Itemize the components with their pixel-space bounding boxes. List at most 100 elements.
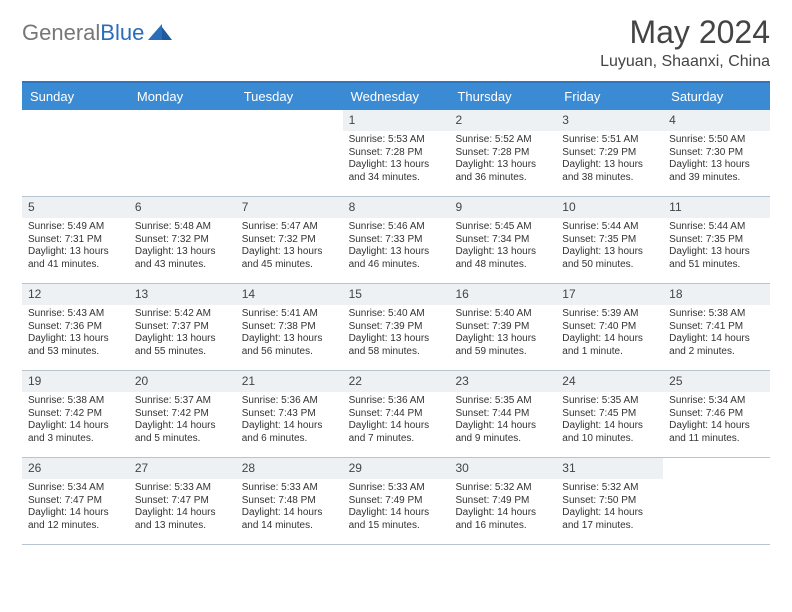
day-cell: 3Sunrise: 5:51 AMSunset: 7:29 PMDaylight… (556, 110, 663, 196)
day-cell: 10Sunrise: 5:44 AMSunset: 7:35 PMDayligh… (556, 197, 663, 283)
sunrise-text: Sunrise: 5:36 AM (242, 395, 337, 408)
sunset-text: Sunset: 7:50 PM (562, 495, 657, 508)
day-cell: 11Sunrise: 5:44 AMSunset: 7:35 PMDayligh… (663, 197, 770, 283)
sunset-text: Sunset: 7:30 PM (669, 147, 764, 160)
day-number: 29 (343, 458, 450, 479)
weekday-label: Sunday (22, 83, 129, 110)
day-number: 21 (236, 371, 343, 392)
day-number: 10 (556, 197, 663, 218)
week-row: 5Sunrise: 5:49 AMSunset: 7:31 PMDaylight… (22, 197, 770, 284)
sunset-text: Sunset: 7:42 PM (135, 408, 230, 421)
day-body: Sunrise: 5:36 AMSunset: 7:43 PMDaylight:… (236, 392, 343, 451)
daylight-text: Daylight: 14 hours and 9 minutes. (455, 420, 550, 445)
daylight-text: Daylight: 13 hours and 46 minutes. (349, 246, 444, 271)
day-number: 19 (22, 371, 129, 392)
day-body: Sunrise: 5:42 AMSunset: 7:37 PMDaylight:… (129, 305, 236, 364)
day-body: Sunrise: 5:43 AMSunset: 7:36 PMDaylight:… (22, 305, 129, 364)
daylight-text: Daylight: 14 hours and 16 minutes. (455, 507, 550, 532)
logo-text-2: Blue (100, 20, 144, 46)
sunset-text: Sunset: 7:44 PM (455, 408, 550, 421)
day-number: 14 (236, 284, 343, 305)
day-body: Sunrise: 5:34 AMSunset: 7:47 PMDaylight:… (22, 479, 129, 538)
sunset-text: Sunset: 7:28 PM (349, 147, 444, 160)
daylight-text: Daylight: 14 hours and 1 minute. (562, 333, 657, 358)
day-number: 26 (22, 458, 129, 479)
sunset-text: Sunset: 7:49 PM (455, 495, 550, 508)
sunrise-text: Sunrise: 5:34 AM (28, 482, 123, 495)
day-cell: 14Sunrise: 5:41 AMSunset: 7:38 PMDayligh… (236, 284, 343, 370)
daylight-text: Daylight: 13 hours and 51 minutes. (669, 246, 764, 271)
sunset-text: Sunset: 7:33 PM (349, 234, 444, 247)
day-cell (663, 458, 770, 544)
calendar: Sunday Monday Tuesday Wednesday Thursday… (22, 81, 770, 545)
day-body: Sunrise: 5:50 AMSunset: 7:30 PMDaylight:… (663, 131, 770, 190)
day-body: Sunrise: 5:32 AMSunset: 7:50 PMDaylight:… (556, 479, 663, 538)
day-body: Sunrise: 5:45 AMSunset: 7:34 PMDaylight:… (449, 218, 556, 277)
day-cell: 29Sunrise: 5:33 AMSunset: 7:49 PMDayligh… (343, 458, 450, 544)
sunset-text: Sunset: 7:38 PM (242, 321, 337, 334)
day-body: Sunrise: 5:35 AMSunset: 7:44 PMDaylight:… (449, 392, 556, 451)
sunrise-text: Sunrise: 5:47 AM (242, 221, 337, 234)
daylight-text: Daylight: 13 hours and 45 minutes. (242, 246, 337, 271)
daylight-text: Daylight: 14 hours and 7 minutes. (349, 420, 444, 445)
daylight-text: Daylight: 13 hours and 34 minutes. (349, 159, 444, 184)
day-body: Sunrise: 5:32 AMSunset: 7:49 PMDaylight:… (449, 479, 556, 538)
day-number: 31 (556, 458, 663, 479)
day-cell (129, 110, 236, 196)
day-cell: 17Sunrise: 5:39 AMSunset: 7:40 PMDayligh… (556, 284, 663, 370)
sunset-text: Sunset: 7:49 PM (349, 495, 444, 508)
day-cell: 1Sunrise: 5:53 AMSunset: 7:28 PMDaylight… (343, 110, 450, 196)
sunrise-text: Sunrise: 5:44 AM (669, 221, 764, 234)
sunset-text: Sunset: 7:39 PM (349, 321, 444, 334)
daylight-text: Daylight: 13 hours and 43 minutes. (135, 246, 230, 271)
daylight-text: Daylight: 14 hours and 14 minutes. (242, 507, 337, 532)
weekday-label: Wednesday (343, 83, 450, 110)
title-block: May 2024 Luyuan, Shaanxi, China (600, 14, 770, 71)
daylight-text: Daylight: 14 hours and 12 minutes. (28, 507, 123, 532)
sunrise-text: Sunrise: 5:52 AM (455, 134, 550, 147)
day-number: 5 (22, 197, 129, 218)
day-number: 17 (556, 284, 663, 305)
day-cell: 7Sunrise: 5:47 AMSunset: 7:32 PMDaylight… (236, 197, 343, 283)
sunset-text: Sunset: 7:37 PM (135, 321, 230, 334)
logo-text-1: General (22, 20, 100, 46)
sunset-text: Sunset: 7:48 PM (242, 495, 337, 508)
day-body: Sunrise: 5:38 AMSunset: 7:41 PMDaylight:… (663, 305, 770, 364)
day-number: 22 (343, 371, 450, 392)
daylight-text: Daylight: 13 hours and 36 minutes. (455, 159, 550, 184)
sunrise-text: Sunrise: 5:53 AM (349, 134, 444, 147)
sunset-text: Sunset: 7:28 PM (455, 147, 550, 160)
daylight-text: Daylight: 13 hours and 55 minutes. (135, 333, 230, 358)
day-cell: 4Sunrise: 5:50 AMSunset: 7:30 PMDaylight… (663, 110, 770, 196)
day-cell: 6Sunrise: 5:48 AMSunset: 7:32 PMDaylight… (129, 197, 236, 283)
day-number: 20 (129, 371, 236, 392)
day-number: 7 (236, 197, 343, 218)
day-cell: 5Sunrise: 5:49 AMSunset: 7:31 PMDaylight… (22, 197, 129, 283)
day-cell: 2Sunrise: 5:52 AMSunset: 7:28 PMDaylight… (449, 110, 556, 196)
day-number: 6 (129, 197, 236, 218)
location-subtitle: Luyuan, Shaanxi, China (600, 53, 770, 71)
sunset-text: Sunset: 7:32 PM (135, 234, 230, 247)
day-body: Sunrise: 5:53 AMSunset: 7:28 PMDaylight:… (343, 131, 450, 190)
sunrise-text: Sunrise: 5:38 AM (669, 308, 764, 321)
month-title: May 2024 (600, 14, 770, 51)
sunrise-text: Sunrise: 5:44 AM (562, 221, 657, 234)
day-cell: 21Sunrise: 5:36 AMSunset: 7:43 PMDayligh… (236, 371, 343, 457)
sunset-text: Sunset: 7:41 PM (669, 321, 764, 334)
day-body: Sunrise: 5:34 AMSunset: 7:46 PMDaylight:… (663, 392, 770, 451)
day-number: 3 (556, 110, 663, 131)
day-number: 8 (343, 197, 450, 218)
sunset-text: Sunset: 7:39 PM (455, 321, 550, 334)
day-cell: 12Sunrise: 5:43 AMSunset: 7:36 PMDayligh… (22, 284, 129, 370)
day-body: Sunrise: 5:51 AMSunset: 7:29 PMDaylight:… (556, 131, 663, 190)
day-body: Sunrise: 5:39 AMSunset: 7:40 PMDaylight:… (556, 305, 663, 364)
sunrise-text: Sunrise: 5:32 AM (455, 482, 550, 495)
sunset-text: Sunset: 7:40 PM (562, 321, 657, 334)
weekday-label: Friday (556, 83, 663, 110)
daylight-text: Daylight: 14 hours and 17 minutes. (562, 507, 657, 532)
day-cell: 16Sunrise: 5:40 AMSunset: 7:39 PMDayligh… (449, 284, 556, 370)
week-row: 12Sunrise: 5:43 AMSunset: 7:36 PMDayligh… (22, 284, 770, 371)
sunrise-text: Sunrise: 5:38 AM (28, 395, 123, 408)
day-body: Sunrise: 5:49 AMSunset: 7:31 PMDaylight:… (22, 218, 129, 277)
day-body: Sunrise: 5:40 AMSunset: 7:39 PMDaylight:… (449, 305, 556, 364)
